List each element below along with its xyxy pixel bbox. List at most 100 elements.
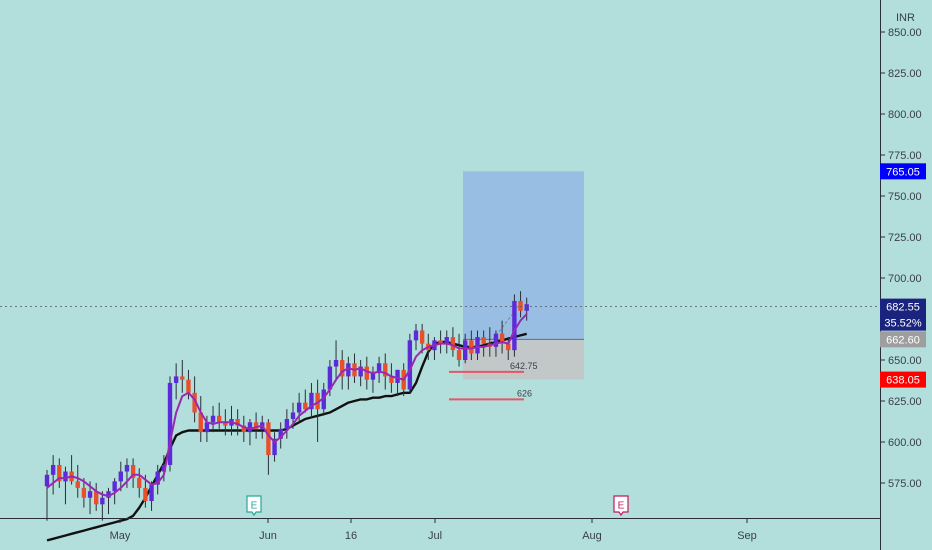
- y-tick-label: 825.00: [888, 68, 922, 80]
- candle[interactable]: [518, 291, 523, 318]
- candle[interactable]: [438, 330, 443, 354]
- candle[interactable]: [50, 455, 56, 495]
- candle[interactable]: [389, 363, 394, 393]
- candle[interactable]: [235, 409, 240, 436]
- candle[interactable]: [512, 294, 517, 357]
- candle[interactable]: [469, 330, 474, 360]
- candle[interactable]: [340, 350, 345, 390]
- candle[interactable]: [481, 330, 486, 357]
- candle[interactable]: [75, 464, 80, 498]
- candle[interactable]: [94, 483, 99, 511]
- candle[interactable]: [419, 323, 425, 354]
- candle[interactable]: [444, 330, 449, 354]
- candle-body: [450, 337, 456, 351]
- candle-body: [253, 422, 259, 429]
- candle-body: [118, 471, 123, 482]
- candle[interactable]: [284, 409, 290, 439]
- x-tick-label: May: [110, 530, 131, 542]
- candle[interactable]: [321, 382, 326, 416]
- candle[interactable]: [253, 412, 259, 439]
- earnings-event[interactable]: E: [246, 495, 262, 517]
- earnings-event[interactable]: E: [613, 495, 629, 517]
- candle[interactable]: [112, 478, 117, 505]
- candle[interactable]: [456, 333, 462, 367]
- y-tick-label: 725.00: [888, 232, 922, 244]
- last-price-badge: 682.55: [880, 298, 926, 331]
- candle[interactable]: [44, 469, 50, 521]
- candle[interactable]: [506, 337, 511, 360]
- candle-body: [444, 337, 449, 344]
- candle-body: [173, 376, 179, 383]
- candle[interactable]: [180, 360, 185, 393]
- candle-body: [247, 422, 253, 433]
- earnings-label: E: [251, 501, 258, 512]
- candle[interactable]: [241, 415, 246, 442]
- candle[interactable]: [315, 379, 320, 442]
- candle[interactable]: [475, 330, 480, 360]
- candle[interactable]: [370, 366, 376, 393]
- trade-zones[interactable]: [463, 171, 584, 380]
- candle[interactable]: [524, 297, 529, 321]
- candle-body: [44, 474, 50, 487]
- candle[interactable]: [173, 363, 179, 400]
- candle[interactable]: [383, 353, 388, 390]
- candle[interactable]: [407, 333, 413, 393]
- candle[interactable]: [395, 369, 400, 397]
- candle[interactable]: [204, 415, 210, 442]
- y-tick-label: 575.00: [888, 478, 922, 490]
- candle[interactable]: [57, 458, 62, 488]
- target-zone[interactable]: [463, 171, 584, 340]
- candle[interactable]: [303, 389, 308, 413]
- stop-price-badge-box: [880, 371, 926, 388]
- candle[interactable]: [413, 323, 419, 351]
- candle-body: [438, 340, 443, 344]
- candle[interactable]: [247, 419, 253, 446]
- y-tick-label: 625.00: [888, 396, 922, 408]
- candle[interactable]: [124, 458, 130, 488]
- candle[interactable]: [499, 320, 505, 354]
- candle[interactable]: [358, 360, 363, 387]
- candle-body: [499, 333, 505, 344]
- time-axis[interactable]: May Jun 16 Jul Aug Sep: [110, 518, 757, 542]
- candle[interactable]: [198, 396, 203, 442]
- candle[interactable]: [217, 402, 222, 429]
- candle-body: [223, 422, 228, 426]
- candle-body: [94, 491, 99, 505]
- candle-body: [321, 389, 326, 410]
- candle-body: [130, 464, 136, 479]
- candle-body: [370, 373, 376, 380]
- candle[interactable]: [333, 340, 339, 380]
- candle[interactable]: [278, 422, 283, 449]
- candle[interactable]: [167, 376, 173, 472]
- y-tick-label: 850.00: [888, 27, 922, 39]
- candle[interactable]: [266, 419, 271, 475]
- candle[interactable]: [137, 468, 142, 498]
- candle[interactable]: [106, 487, 111, 515]
- candle[interactable]: [130, 458, 136, 488]
- candle[interactable]: [376, 356, 382, 383]
- candle[interactable]: [364, 356, 369, 390]
- entry-price-badge-label: 662.60: [886, 334, 920, 346]
- candle[interactable]: [81, 478, 87, 508]
- candle[interactable]: [309, 382, 314, 418]
- candle-body: [63, 471, 68, 482]
- candle[interactable]: [118, 461, 123, 492]
- candle[interactable]: [161, 455, 167, 482]
- candle[interactable]: [100, 491, 105, 521]
- last-price-badge-box: [880, 298, 926, 331]
- candle-body: [481, 337, 486, 344]
- candle[interactable]: [450, 327, 456, 357]
- candle[interactable]: [149, 481, 154, 511]
- candle[interactable]: [210, 405, 216, 433]
- candle-body: [463, 340, 468, 360]
- candle[interactable]: [63, 466, 68, 505]
- candle[interactable]: [186, 369, 191, 400]
- stop-price-badge: 638.05: [880, 371, 926, 388]
- candle[interactable]: [155, 464, 160, 495]
- candle[interactable]: [346, 356, 351, 390]
- candle-body: [57, 464, 62, 482]
- candle[interactable]: [272, 432, 277, 462]
- earnings-icon: [613, 495, 629, 517]
